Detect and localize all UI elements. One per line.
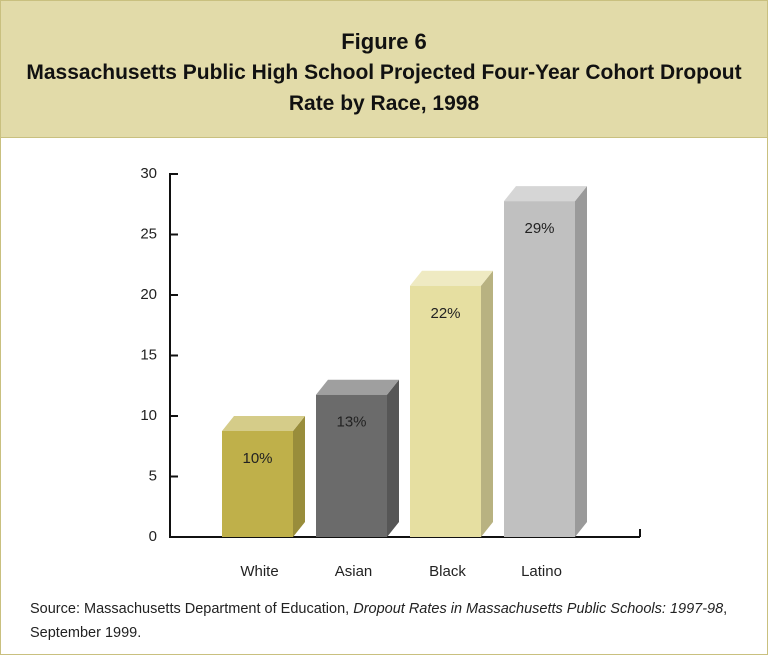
source-publication: Dropout Rates in Massachusetts Public Sc… <box>353 601 724 617</box>
value-label: 29% <box>524 220 554 237</box>
bar-side <box>387 379 399 537</box>
bar-top <box>316 379 399 395</box>
y-tick-label: 30 <box>140 165 157 182</box>
y-tick-label: 15 <box>140 346 157 363</box>
source-label: Source: <box>30 601 80 617</box>
x-tick-label: White <box>240 563 278 580</box>
bar <box>410 270 493 537</box>
bar <box>316 379 399 537</box>
bar-top <box>410 270 493 286</box>
y-tick-label: 5 <box>149 467 157 484</box>
header: Figure 6 Massachusetts Public High Schoo… <box>1 1 767 138</box>
y-tick-label: 0 <box>149 528 157 545</box>
bar <box>504 186 587 537</box>
value-label: 13% <box>336 414 366 431</box>
y-tick-label: 10 <box>140 407 157 424</box>
bar-front <box>222 431 293 537</box>
bar-front <box>504 201 575 537</box>
y-tick-label: 25 <box>140 225 157 242</box>
bar-top <box>222 416 305 431</box>
x-tick-label: Black <box>429 563 466 580</box>
chart-title: Massachusetts Public High School Project… <box>26 61 742 115</box>
bar-side <box>481 270 493 537</box>
bar-side <box>293 416 305 537</box>
bar-side <box>575 186 587 537</box>
bar <box>222 416 305 537</box>
source-date: , September 1999. <box>30 601 728 641</box>
bar-top <box>504 186 587 202</box>
chart: 0 5 10 15 20 25 30 10% White 13% Asian 22% Black 29% L… <box>140 165 641 580</box>
value-label: 22% <box>430 305 460 322</box>
bar-front <box>316 394 387 537</box>
source-text: Massachusetts Department of Education, <box>84 601 350 617</box>
x-tick-label: Asian <box>335 563 373 580</box>
bar-front <box>410 285 481 537</box>
figure-label: Figure 6 <box>341 29 427 54</box>
y-tick-label: 20 <box>140 286 157 303</box>
source-note: Source: Massachusetts Department of Educ… <box>30 597 750 645</box>
value-label: 10% <box>242 450 272 467</box>
x-tick-label: Latino <box>521 563 562 580</box>
